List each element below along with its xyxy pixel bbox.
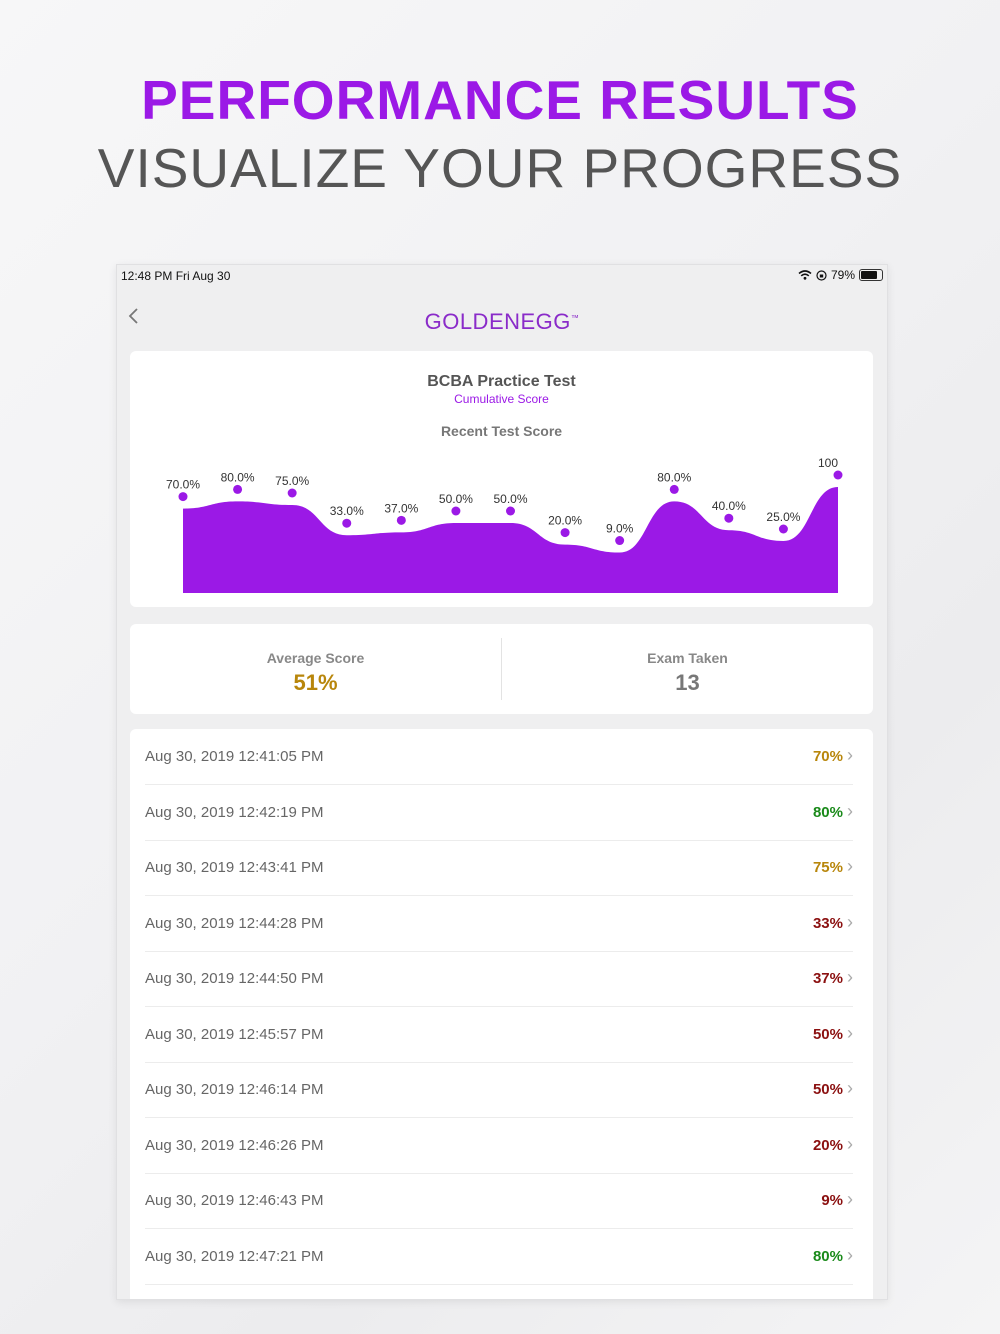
chevron-right-icon: › [847, 856, 853, 876]
result-date: Aug 30, 2019 12:44:28 PM [145, 914, 324, 932]
stat-divider [501, 638, 502, 700]
chart-area [183, 487, 838, 593]
chart-data-label: 80.0% [657, 470, 691, 484]
chart-point [287, 488, 297, 498]
chart-data-label: 100 [818, 456, 838, 470]
headline-performance-results: PERFORMANCE RESULTS [141, 69, 859, 131]
chart-data-label: 80.0% [221, 470, 255, 484]
logo-trademark: ™ [570, 313, 580, 323]
chevron-right-icon: › [847, 1078, 853, 1098]
result-date: Aug 30, 2019 12:46:26 PM [145, 1136, 324, 1154]
average-score-stat: Average Score 51% [130, 624, 501, 714]
chart-point [451, 506, 461, 516]
status-indicators: 79% [798, 268, 883, 282]
result-score: 80% [812, 1247, 843, 1265]
wifi-icon [798, 270, 812, 280]
result-score: 37% [812, 970, 843, 987]
chart-data-label: 75.0% [275, 474, 309, 488]
chevron-right-icon: › [847, 745, 853, 765]
chart-data-label: 25.0% [766, 510, 800, 524]
chart-point [396, 515, 406, 525]
exams-taken-label: Exam Taken [647, 650, 728, 666]
result-score: 20% [812, 1136, 843, 1154]
result-row[interactable]: Aug 30, 2019 12:43:41 PM 75% › [145, 840, 853, 896]
chart-subtitle: Cumulative Score [454, 392, 549, 406]
chart-data-label: 50.0% [493, 492, 527, 506]
chart-title: BCBA Practice Test [427, 373, 576, 390]
chart-point [560, 528, 570, 538]
result-date: Aug 30, 2019 12:47:21 PM [145, 1247, 324, 1265]
result-row[interactable]: Aug 30, 2019 12:46:14 PM 50% › [145, 1062, 853, 1118]
result-row[interactable]: Aug 30, 2019 12:45:57 PM 50% › [145, 1007, 853, 1063]
stats-card: Average Score 51% Exam Taken 13 [130, 624, 873, 714]
result-row[interactable]: Aug 30, 2019 12:44:50 PM 37% › [145, 951, 853, 1007]
result-date: Aug 30, 2019 12:42:19 PM [145, 803, 324, 821]
chart-point [833, 470, 843, 480]
result-row[interactable]: Aug 30, 2019 12:46:43 PM 9% › [145, 1173, 853, 1229]
average-score-value: 51% [293, 670, 338, 695]
result-date: Aug 30, 2019 12:44:50 PM [145, 970, 324, 987]
chart-heading: Recent Test Score [440, 423, 563, 439]
goldenegg-logo: GOLDENEGG™ [117, 309, 887, 335]
chevron-right-icon: › [847, 1022, 853, 1043]
chart-point [724, 513, 734, 523]
result-score: 9% [821, 1192, 843, 1209]
exams-taken-value: 13 [675, 670, 700, 695]
result-score: 70% [812, 748, 843, 765]
result-row[interactable]: Aug 30, 2019 12:41:05 PM 70% › [145, 729, 853, 785]
chevron-right-icon: › [847, 800, 853, 821]
chevron-right-icon: › [847, 1189, 853, 1209]
headline-visualize-progress: VISUALIZE YOUR PROGRESS [97, 137, 903, 199]
back-button[interactable] [127, 305, 157, 335]
chart-data-label: 33.0% [330, 504, 364, 518]
chart-point [506, 506, 515, 516]
result-score: 50% [812, 1081, 843, 1098]
chart-point [778, 524, 788, 534]
score-area-chart: 70.0% 80.0% 75.0% 33.0% 37.0% 50.0% 50.0% 20.0%… [166, 456, 843, 593]
result-row[interactable]: Aug 30, 2019 12:46:26 PM 20% › [145, 1118, 853, 1174]
result-row[interactable]: Aug 30, 2019 12:42:19 PM 80% › [145, 785, 853, 841]
battery-fill [861, 271, 877, 279]
orientation-lock-icon [816, 269, 827, 281]
chevron-right-icon: › [847, 1133, 853, 1154]
chevron-left-icon [128, 308, 138, 324]
chart-data-label: 37.0% [384, 501, 418, 515]
chart-card: BCBA Practice Test Cumulative Score Rece… [130, 351, 873, 607]
result-date: Aug 30, 2019 12:45:57 PM [145, 1025, 324, 1043]
exams-taken-stat: Exam Taken 13 [502, 624, 873, 714]
chart-data-label: 40.0% [712, 499, 746, 513]
result-date: Aug 30, 2019 12:41:05 PM [145, 748, 324, 765]
chart-data-label: 50.0% [439, 492, 473, 506]
result-row[interactable]: Aug 30, 2019 12:44:28 PM 33% › [145, 896, 853, 952]
result-date: Aug 30, 2019 12:46:14 PM [145, 1081, 324, 1098]
chevron-right-icon: › [847, 967, 853, 987]
result-date: Aug 30, 2019 12:43:41 PM [145, 859, 324, 876]
chart-data-label: 70.0% [166, 478, 200, 492]
chart-data-label: 9.0% [606, 522, 634, 536]
chevron-right-icon: › [847, 1244, 853, 1265]
chevron-right-icon: › [847, 911, 853, 932]
result-score: 50% [812, 1025, 843, 1043]
result-row[interactable]: Aug 30, 2019 12:47:21 PM 80% › [145, 1229, 853, 1285]
result-date: Aug 30, 2019 12:46:43 PM [145, 1192, 324, 1209]
status-time: 12:48 PM Fri Aug 30 [121, 269, 231, 283]
result-score: 80% [812, 803, 843, 821]
average-score-label: Average Score [266, 650, 365, 666]
result-score: 75% [812, 859, 843, 876]
result-score: 33% [812, 914, 843, 932]
chart-data-label: 20.0% [548, 514, 582, 528]
logo-text: GOLDENEGG [424, 309, 571, 334]
tablet-screen: 12:48 PM Fri Aug 30 79% GOLDENEGG™ BCBA … [116, 264, 888, 1300]
nav-bar: GOLDENEGG™ [117, 295, 887, 345]
chart-point [342, 518, 352, 528]
chart-point [178, 492, 188, 502]
chart-point [615, 536, 625, 546]
results-list: Aug 30, 2019 12:41:05 PM 70% › Aug 30, 2019… [130, 729, 873, 1299]
battery-icon [859, 269, 883, 281]
battery-percent: 79% [830, 268, 855, 282]
chart-point [233, 484, 243, 494]
chart-point [669, 484, 679, 494]
status-bar: 12:48 PM Fri Aug 30 79% [117, 265, 887, 287]
